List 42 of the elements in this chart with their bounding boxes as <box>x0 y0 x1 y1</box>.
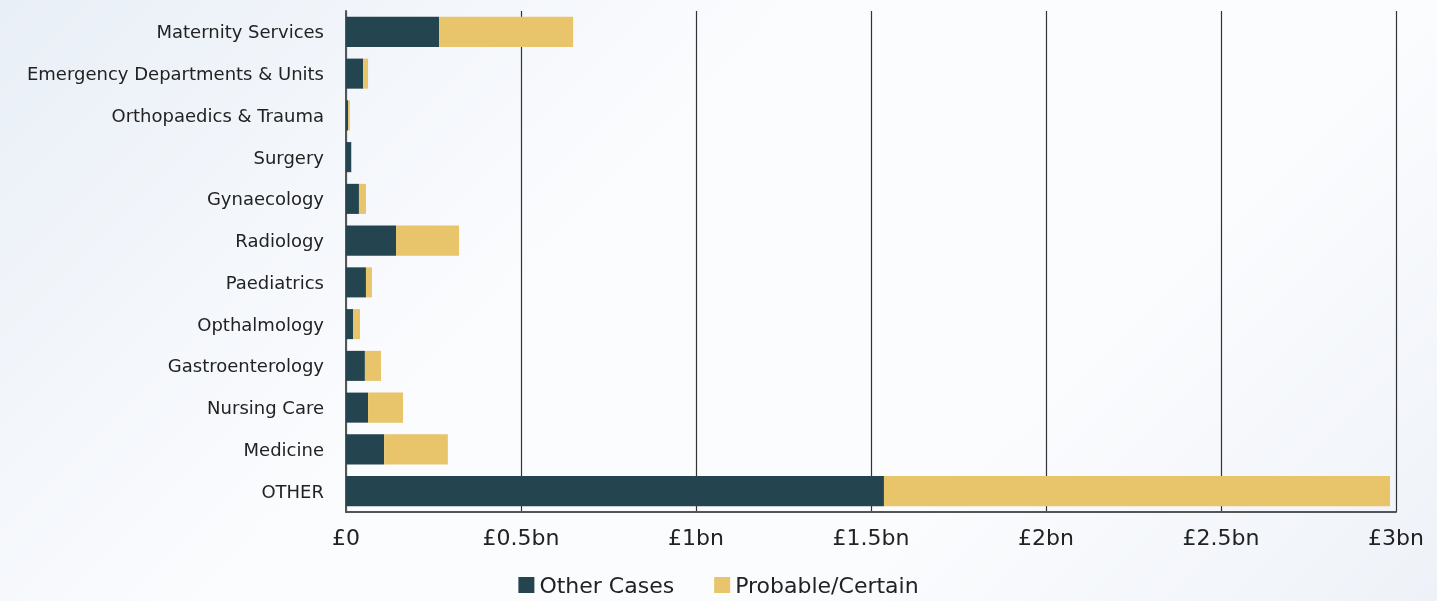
x-tick-label: £1bn <box>668 524 724 550</box>
x-tick-label: £1.5bn <box>832 524 910 550</box>
bar <box>883 476 1391 507</box>
y-tick-label: Emergency Departments & Units <box>26 63 324 85</box>
x-tick-label: £3bn <box>1368 524 1424 550</box>
bar <box>346 183 359 214</box>
y-tick-label: Medicine <box>243 438 324 460</box>
y-tick-label: Opthalmology <box>197 313 325 335</box>
bar <box>363 58 369 89</box>
bar <box>358 183 366 214</box>
y-tick-label: Gastroenterology <box>167 355 325 377</box>
x-tick-label: £0 <box>332 524 360 550</box>
y-tick-label: OTHER <box>261 480 324 502</box>
bar <box>368 392 404 423</box>
bar <box>365 267 372 298</box>
y-tick-label: Maternity Services <box>156 21 324 43</box>
y-tick-label: Surgery <box>253 146 325 168</box>
bar <box>353 309 360 340</box>
bar <box>396 225 460 256</box>
bar <box>346 392 369 423</box>
bar <box>346 350 365 381</box>
legend-label: Probable/Certain <box>735 572 919 598</box>
bar <box>346 309 353 340</box>
x-tick-label: £2bn <box>1018 524 1074 550</box>
bar <box>346 142 352 173</box>
bar <box>364 350 381 381</box>
y-tick-label: Radiology <box>235 230 325 252</box>
y-tick-label: Paediatrics <box>225 271 324 293</box>
x-tick-label: £0.5bn <box>482 524 560 550</box>
bar <box>346 16 440 47</box>
y-tick-label: Orthopaedics & Trauma <box>111 104 324 126</box>
bar <box>439 16 574 47</box>
bar <box>346 225 397 256</box>
bar <box>346 434 385 465</box>
legend-label: Other Cases <box>539 572 675 598</box>
bar <box>346 476 884 507</box>
bar <box>346 58 364 89</box>
x-tick-label: £2.5bn <box>1182 524 1260 550</box>
y-tick-label: Gynaecology <box>206 188 325 210</box>
y-tick-label: Nursing Care <box>207 397 324 419</box>
bar <box>346 267 366 298</box>
bar <box>384 434 448 465</box>
